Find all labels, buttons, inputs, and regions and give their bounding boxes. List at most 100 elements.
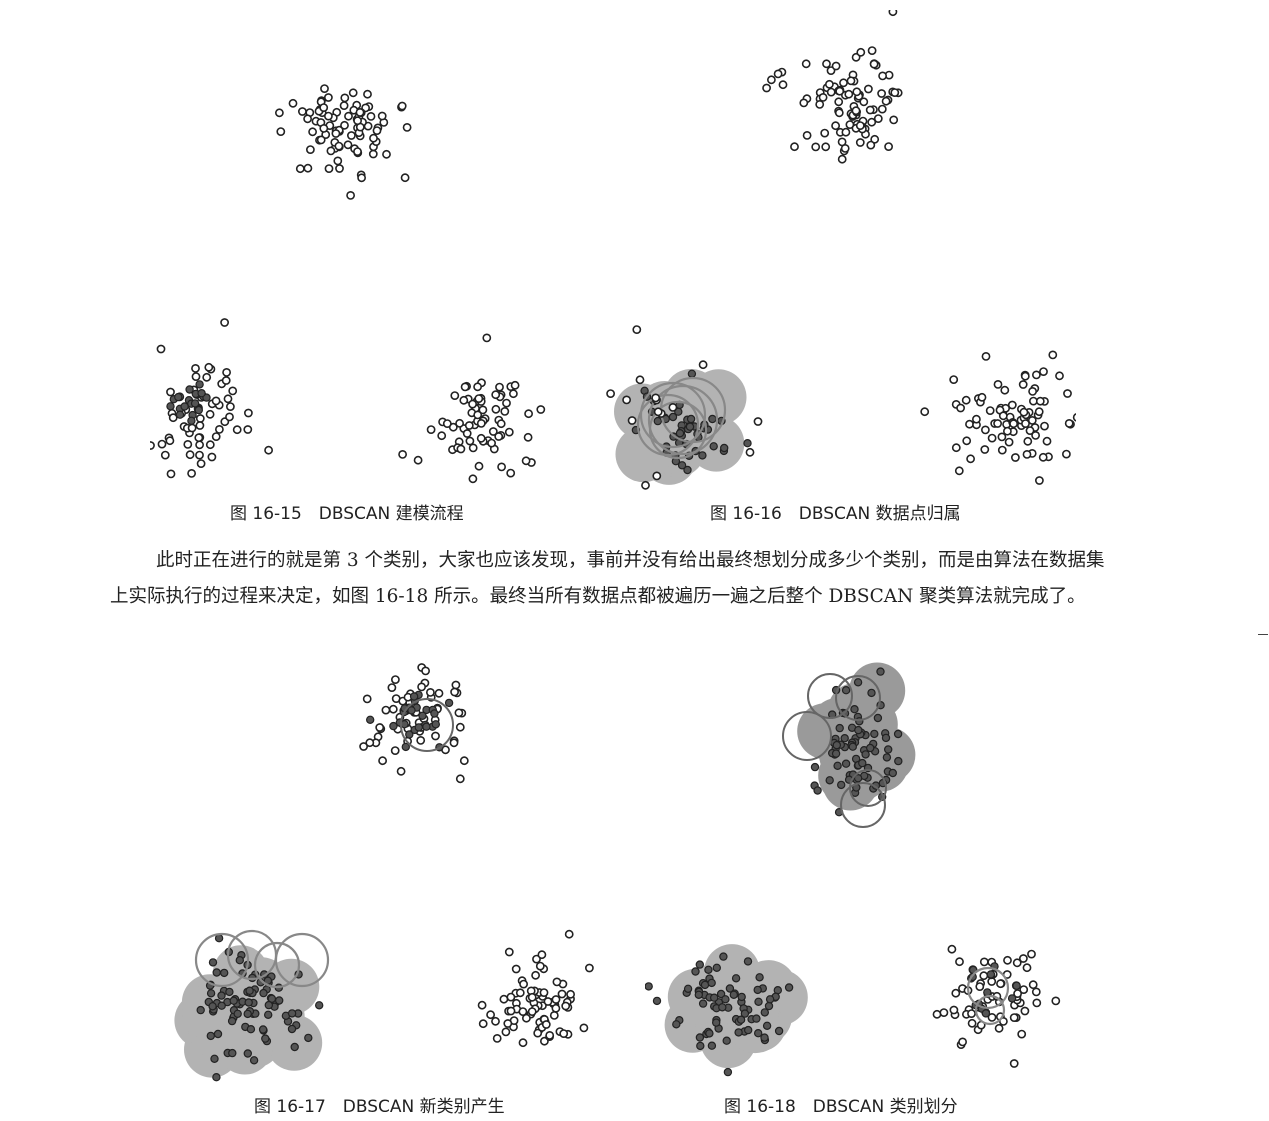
data-point (820, 128, 830, 138)
data-point (698, 360, 708, 370)
data-point (966, 454, 975, 464)
data-point (166, 469, 176, 479)
data-point (1061, 449, 1071, 459)
data-point (187, 423, 197, 433)
data-point (497, 462, 506, 472)
core-point (244, 998, 253, 1007)
data-point (955, 957, 964, 967)
data-point (491, 390, 501, 400)
data-point (204, 362, 214, 372)
data-point (477, 1000, 487, 1010)
core-point (259, 988, 268, 998)
figure-16-17-plot (172, 660, 607, 1085)
data-point (870, 134, 880, 144)
core-point (810, 762, 820, 772)
data-point (220, 318, 229, 327)
data-point (622, 395, 631, 405)
data-point (368, 149, 378, 159)
data-point (157, 439, 167, 449)
core-point (723, 1067, 733, 1077)
core-point (825, 776, 834, 785)
data-point (855, 121, 865, 130)
core-point (760, 1033, 769, 1042)
core-point (870, 729, 879, 739)
data-point (205, 409, 215, 419)
data-point (1031, 370, 1041, 380)
data-point (1022, 449, 1032, 459)
data-point (156, 344, 166, 354)
core-point (314, 1001, 324, 1010)
data-point (359, 742, 368, 751)
core-point (258, 1025, 268, 1034)
data-point (890, 88, 900, 97)
data-point (802, 131, 812, 140)
data-point (873, 114, 883, 123)
core-point (716, 989, 726, 999)
data-point (276, 127, 286, 136)
data-point (372, 126, 382, 135)
data-point (244, 408, 253, 418)
core-point (652, 996, 662, 1006)
data-point (997, 432, 1007, 442)
core-point (180, 402, 189, 411)
data-point (508, 389, 518, 399)
data-point (150, 441, 155, 450)
data-point (343, 140, 353, 150)
core-point (698, 999, 708, 1008)
data-point (320, 84, 329, 93)
data-point (1031, 430, 1040, 440)
data-point (348, 88, 358, 98)
data-point (503, 1019, 513, 1028)
core-point (407, 706, 416, 715)
data-point (834, 108, 844, 118)
core-point (206, 1031, 216, 1041)
figure-16-18-plot (645, 660, 1065, 1085)
data-point (455, 774, 465, 784)
data-point (437, 431, 447, 441)
core-point (287, 1009, 297, 1018)
data-point (932, 1009, 942, 1019)
core-point (243, 1009, 252, 1019)
data-point (835, 86, 845, 96)
data-point (867, 117, 877, 127)
data-point (566, 989, 575, 999)
data-point (971, 414, 981, 424)
core-point (695, 960, 705, 969)
data-point (491, 404, 501, 414)
data-point (455, 722, 465, 732)
data-point (211, 432, 221, 441)
core-point (212, 968, 221, 977)
core-point (853, 773, 863, 783)
data-point (846, 76, 856, 86)
data-point (500, 406, 510, 416)
data-point (495, 382, 504, 392)
data-point (855, 138, 865, 147)
core-point (888, 768, 897, 778)
data-point (527, 992, 537, 1002)
data-point (668, 402, 678, 412)
data-point (1038, 452, 1048, 462)
data-point (449, 738, 459, 748)
core-point (304, 1033, 313, 1043)
eps-ring (648, 400, 708, 460)
core-point (762, 1021, 772, 1030)
core-point (774, 1026, 784, 1036)
data-point (994, 1023, 1004, 1033)
data-point (837, 154, 847, 164)
core-point (743, 957, 753, 966)
eps-ring (253, 941, 301, 989)
data-point (316, 135, 326, 145)
core-point (687, 369, 697, 378)
figure-16-18-caption: 图 16-18 DBSCAN 类别划分 (724, 1097, 958, 1117)
data-point (521, 456, 531, 466)
data-point (519, 979, 528, 989)
data-point (651, 393, 661, 403)
data-point (1028, 980, 1038, 990)
data-point (543, 997, 553, 1006)
data-point (464, 421, 474, 430)
eps-ring (400, 698, 454, 752)
core-point (755, 973, 764, 982)
data-point (1048, 350, 1058, 360)
data-point (881, 96, 891, 106)
data-point (476, 433, 486, 443)
